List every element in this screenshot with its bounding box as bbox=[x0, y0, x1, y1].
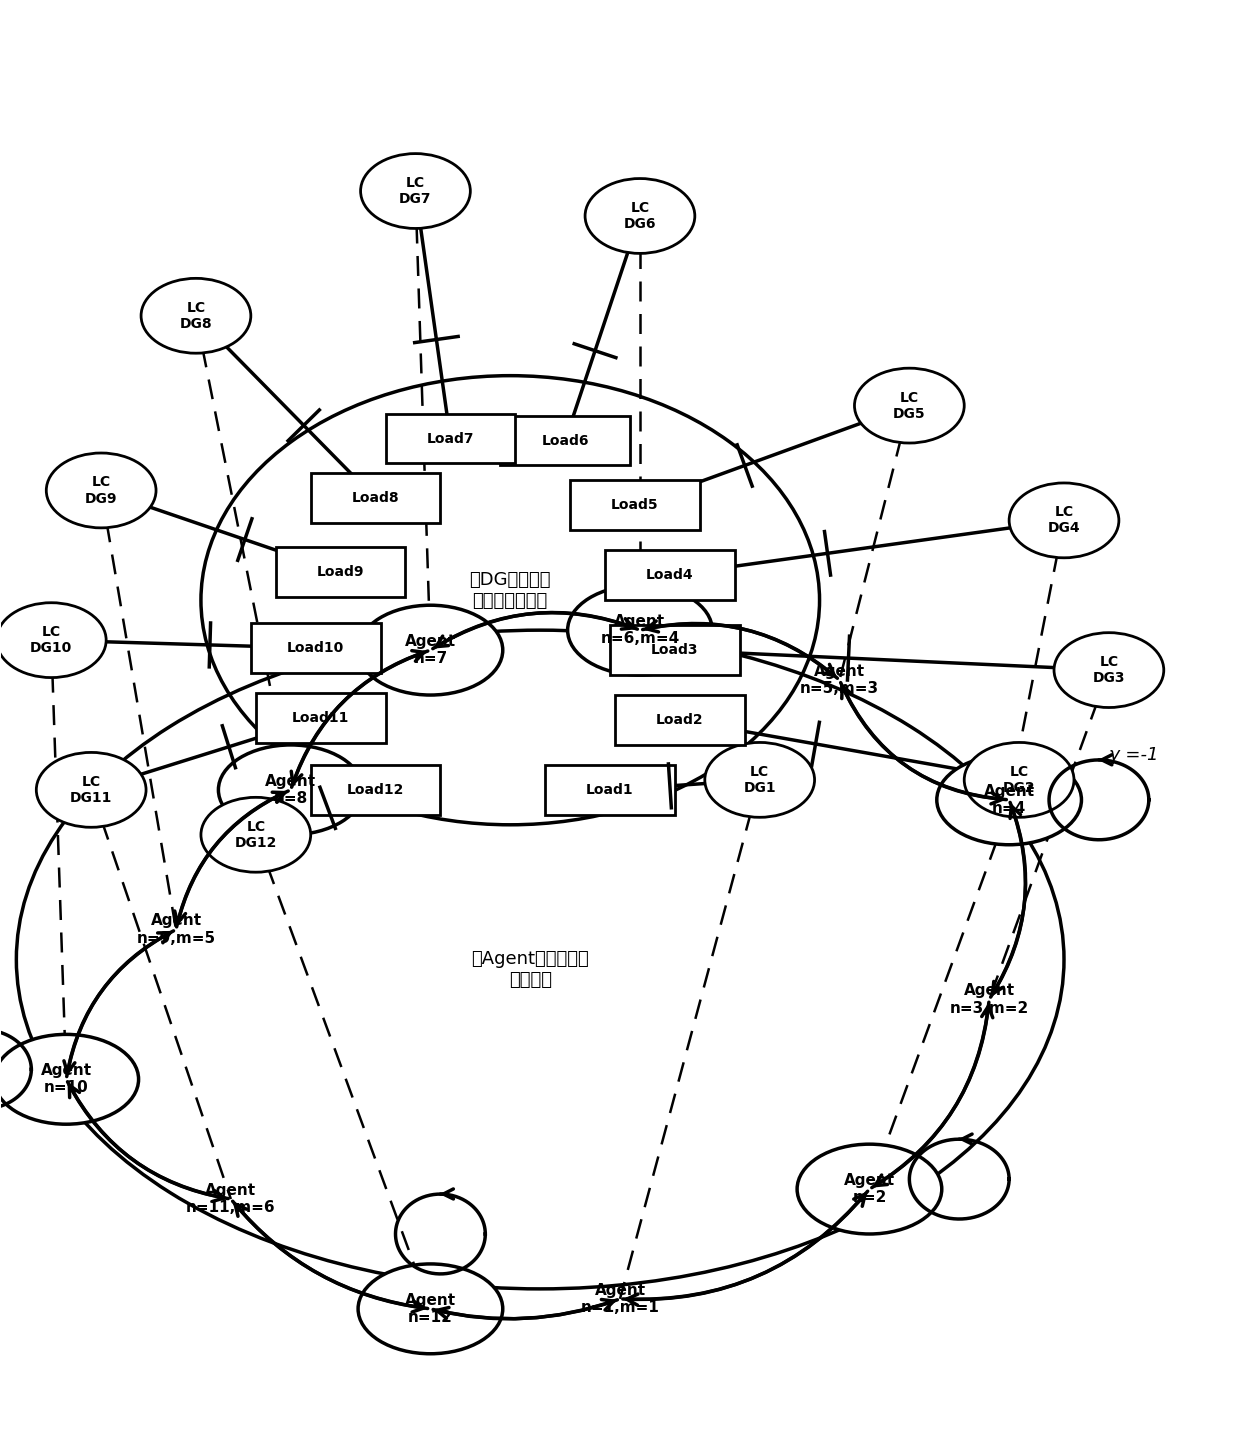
Ellipse shape bbox=[797, 1145, 941, 1234]
Text: LC
DG10: LC DG10 bbox=[30, 625, 72, 655]
Text: LC
DG9: LC DG9 bbox=[84, 475, 118, 505]
Ellipse shape bbox=[358, 605, 502, 695]
Text: LC
DG11: LC DG11 bbox=[69, 774, 113, 806]
Text: Load8: Load8 bbox=[352, 491, 399, 505]
Text: LC
DG6: LC DG6 bbox=[624, 200, 656, 230]
Ellipse shape bbox=[361, 153, 470, 229]
Text: Agent
n=8: Agent n=8 bbox=[265, 774, 316, 806]
Text: Load4: Load4 bbox=[646, 568, 693, 582]
Bar bbox=[500, 415, 630, 465]
Text: Load7: Load7 bbox=[427, 432, 474, 445]
Text: LC
DG5: LC DG5 bbox=[893, 391, 926, 421]
Text: Agent
n=3,m=2: Agent n=3,m=2 bbox=[950, 983, 1029, 1016]
Bar bbox=[386, 414, 516, 464]
Text: Agent
n=7: Agent n=7 bbox=[405, 634, 456, 667]
Ellipse shape bbox=[0, 602, 107, 677]
Text: Load12: Load12 bbox=[347, 783, 404, 797]
Text: Agent
n=9,m=5: Agent n=9,m=5 bbox=[136, 913, 216, 946]
Text: γ =-1: γ =-1 bbox=[1109, 746, 1158, 764]
Bar bbox=[311, 766, 440, 814]
Ellipse shape bbox=[0, 1035, 139, 1125]
Ellipse shape bbox=[585, 179, 694, 253]
Text: LC
DG4: LC DG4 bbox=[1048, 505, 1080, 535]
Bar bbox=[615, 695, 745, 746]
Text: LC
DG8: LC DG8 bbox=[180, 301, 212, 331]
Ellipse shape bbox=[1054, 633, 1164, 707]
Ellipse shape bbox=[854, 368, 965, 444]
Text: Agent
n=1,m=1: Agent n=1,m=1 bbox=[580, 1282, 660, 1315]
Bar bbox=[250, 622, 381, 673]
Text: Load2: Load2 bbox=[656, 713, 703, 727]
Ellipse shape bbox=[358, 1264, 502, 1354]
Ellipse shape bbox=[46, 454, 156, 528]
Text: Load5: Load5 bbox=[611, 498, 658, 512]
Text: Load11: Load11 bbox=[291, 711, 350, 726]
Text: 由DG和负载组
成的底层微电网: 由DG和负载组 成的底层微电网 bbox=[470, 571, 551, 610]
Ellipse shape bbox=[1009, 482, 1118, 558]
Text: Agent
n=12: Agent n=12 bbox=[405, 1292, 456, 1325]
Bar bbox=[255, 693, 386, 743]
Text: LC
DG7: LC DG7 bbox=[399, 176, 432, 206]
Text: LC
DG12: LC DG12 bbox=[234, 820, 277, 850]
Ellipse shape bbox=[936, 756, 1081, 844]
Bar bbox=[610, 625, 740, 675]
Ellipse shape bbox=[704, 743, 815, 817]
Text: Load3: Load3 bbox=[651, 643, 698, 657]
Ellipse shape bbox=[201, 797, 311, 873]
Ellipse shape bbox=[218, 746, 363, 834]
Ellipse shape bbox=[568, 585, 712, 675]
Bar bbox=[570, 481, 699, 531]
Text: Agent
n=2: Agent n=2 bbox=[844, 1173, 895, 1205]
Bar bbox=[311, 474, 440, 524]
Text: Agent
n=10: Agent n=10 bbox=[41, 1063, 92, 1096]
Text: 由Agent组成的上层
通信网络: 由Agent组成的上层 通信网络 bbox=[471, 950, 589, 989]
Text: Load6: Load6 bbox=[542, 434, 589, 448]
Text: Agent
n=5,m=3: Agent n=5,m=3 bbox=[800, 664, 879, 697]
Text: LC
DG2: LC DG2 bbox=[1003, 764, 1035, 796]
Bar bbox=[605, 551, 735, 600]
Text: Load9: Load9 bbox=[317, 565, 365, 580]
Text: LC
DG1: LC DG1 bbox=[743, 764, 776, 796]
Text: Agent
n=11,m=6: Agent n=11,m=6 bbox=[186, 1183, 275, 1215]
Text: LC
DG3: LC DG3 bbox=[1092, 655, 1125, 685]
Bar bbox=[275, 547, 405, 597]
Text: Load10: Load10 bbox=[286, 641, 345, 655]
Text: Agent
n=6,m=4: Agent n=6,m=4 bbox=[600, 614, 680, 647]
Text: Load1: Load1 bbox=[587, 783, 634, 797]
Ellipse shape bbox=[965, 743, 1074, 817]
Text: Agent
n=4: Agent n=4 bbox=[983, 784, 1034, 816]
Ellipse shape bbox=[141, 279, 250, 353]
Ellipse shape bbox=[36, 753, 146, 827]
Bar bbox=[546, 766, 675, 814]
